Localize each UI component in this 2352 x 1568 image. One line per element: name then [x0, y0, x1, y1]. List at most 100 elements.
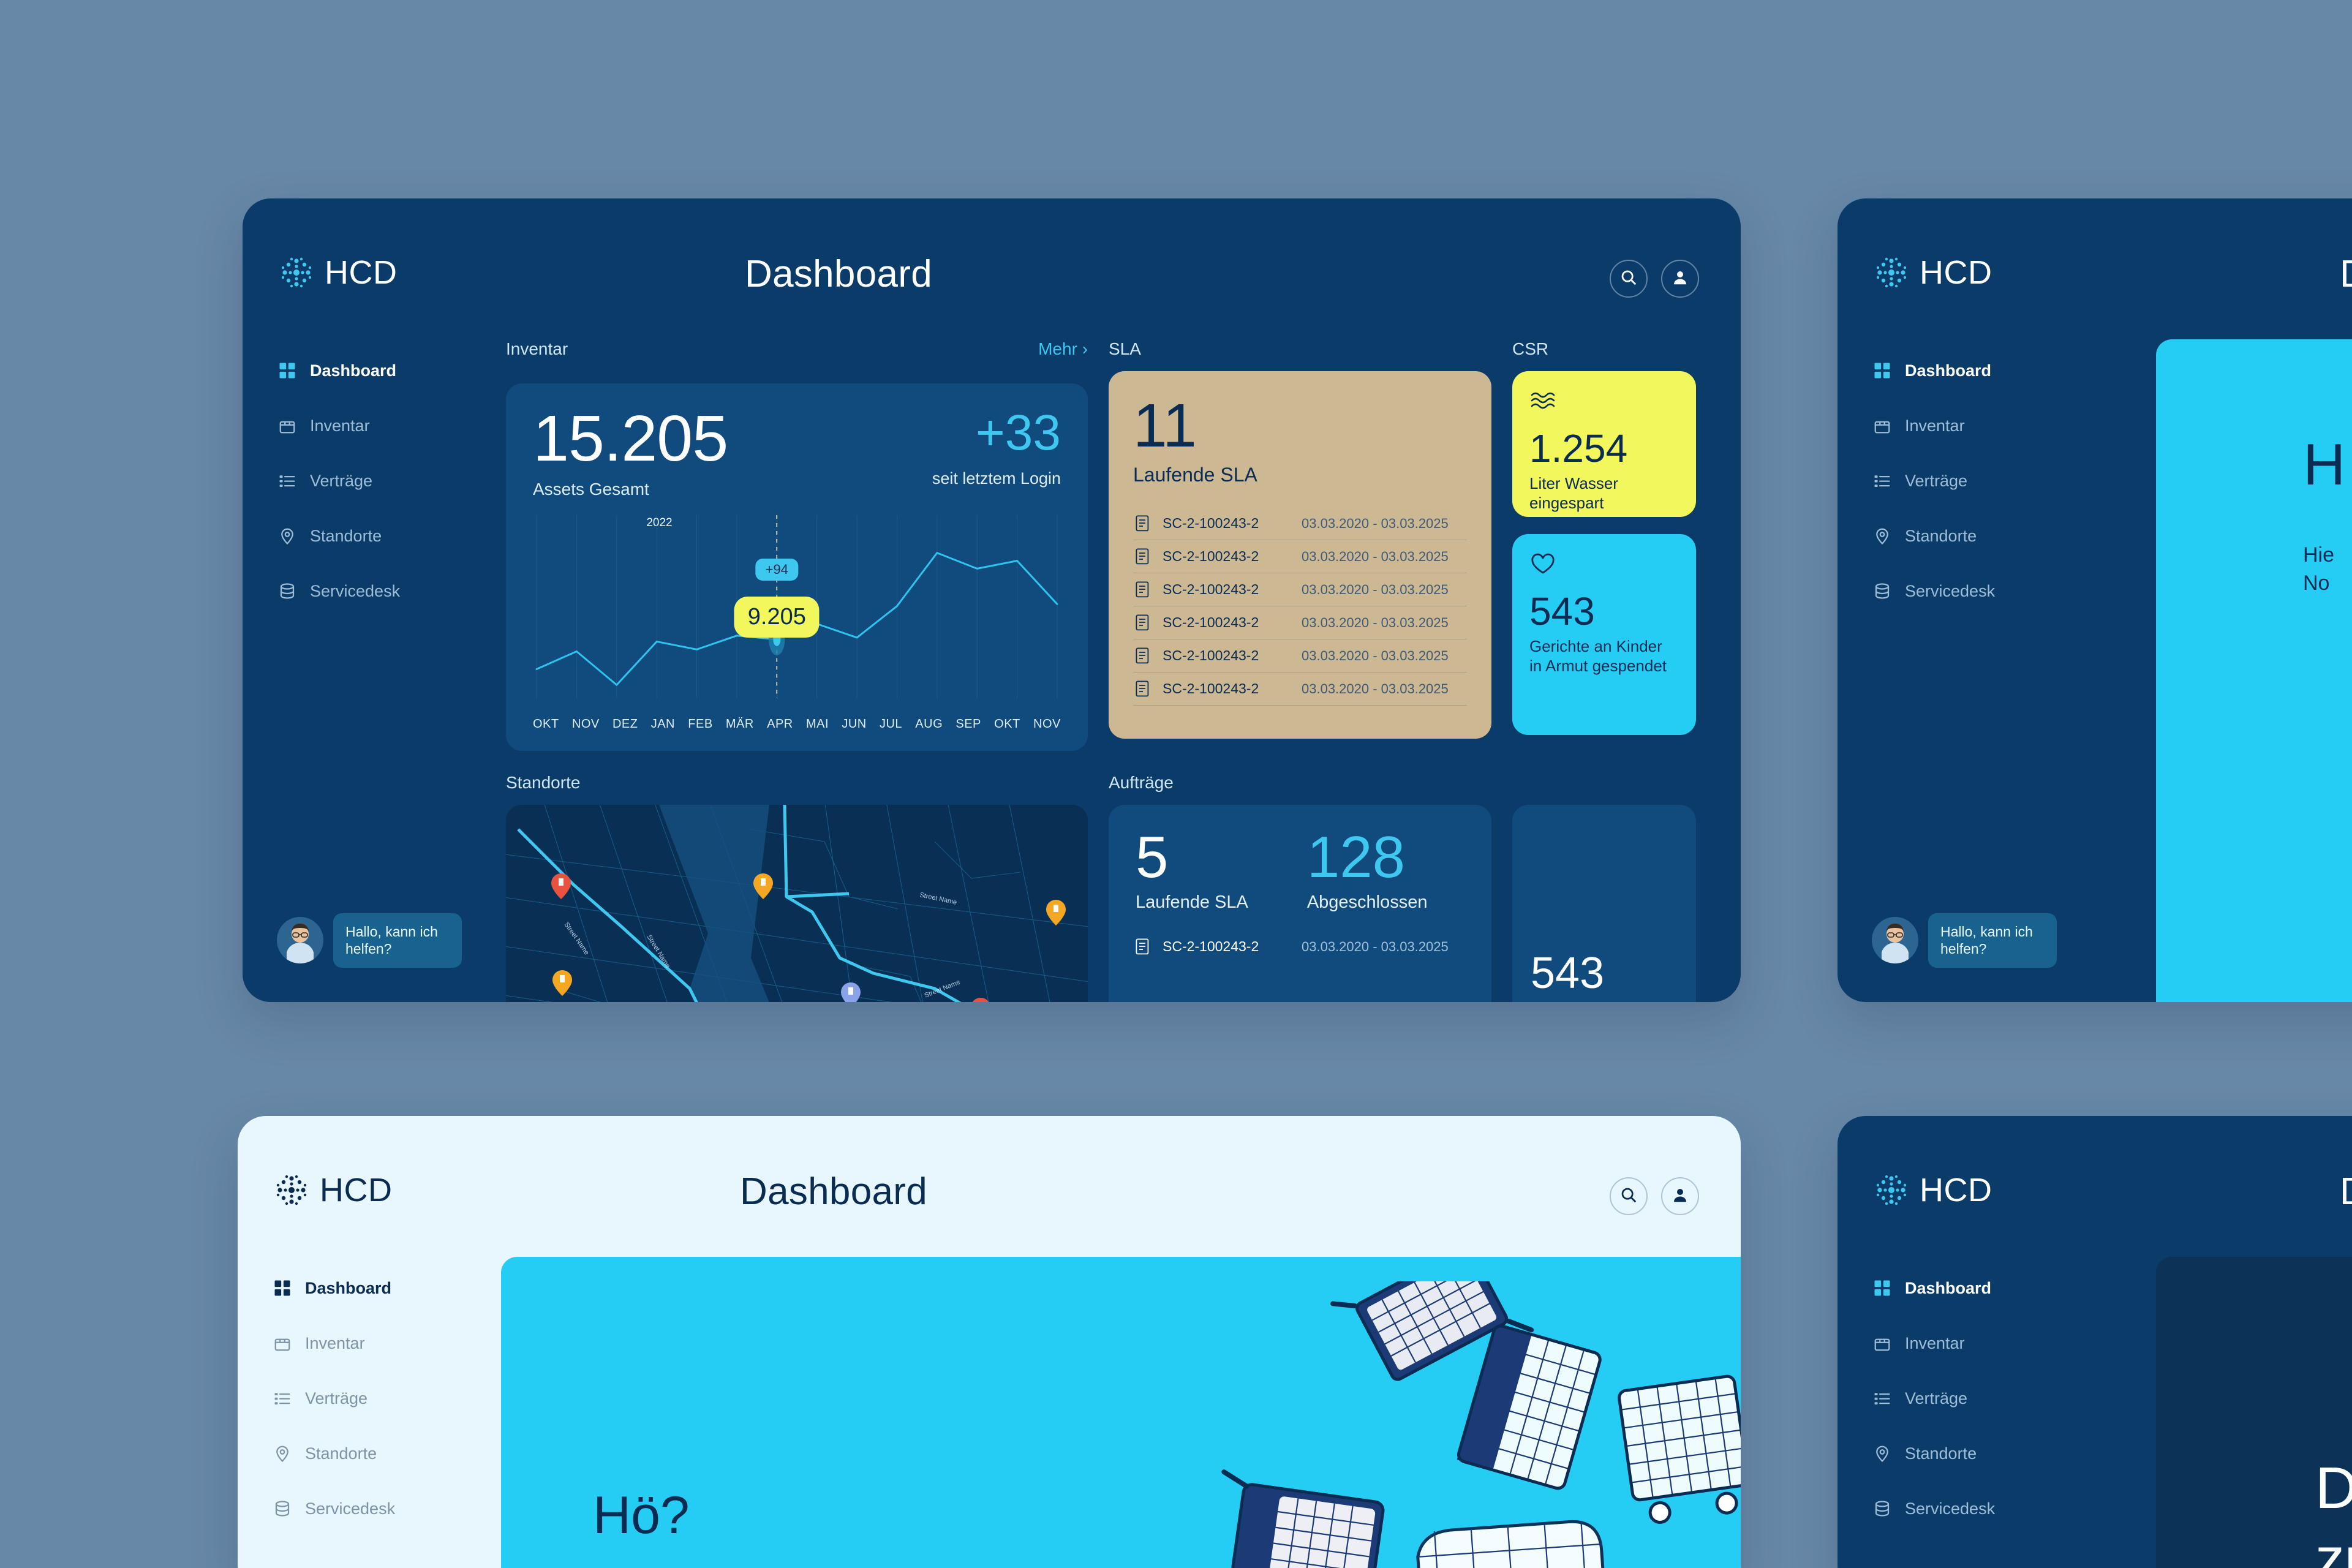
sidebar-item-dashboard[interactable]: Dashboard: [1873, 1276, 2081, 1300]
sidebar-light: HCD Dashboard Inventar Verträge Standor: [238, 1116, 501, 1568]
auftraege-running: 5 Laufende SLA: [1136, 827, 1248, 913]
brand-logo[interactable]: HCD: [1874, 254, 1992, 292]
hero-panel: Hö?: [501, 1257, 1741, 1568]
document-icon: [1136, 680, 1149, 697]
sidebar-item-label: Dashboard: [1905, 1278, 1992, 1297]
inventar-section-label: Inventar: [506, 339, 568, 358]
chat-widget[interactable]: Hallo, kann ich helfen?: [1872, 913, 2057, 968]
sidebar-item-label: Servicedesk: [1905, 1499, 1996, 1518]
csr-section: CSR 1.254 Liter Wasser eingespart: [1512, 339, 1696, 751]
box-icon: [1873, 417, 1891, 435]
sidebar-item-servicedesk[interactable]: Servicedesk: [278, 579, 486, 603]
hero-cut-line2: No: [2303, 571, 2330, 595]
sidebar-nav: Dashboard Inventar Verträge Standorte Se…: [1873, 359, 2081, 635]
csr-water-label: Liter Wasser eingespart: [1529, 474, 1618, 512]
sidebar-item-label: Dashboard: [1905, 361, 1992, 380]
sidebar-item-standorte[interactable]: Standorte: [273, 1442, 481, 1465]
table-row[interactable]: SC-2-100243-2 03.03.2020 - 03.03.2025: [1133, 507, 1467, 540]
sidebar-item-inventar[interactable]: Inventar: [273, 1332, 481, 1355]
standorte-section-label: Standorte: [506, 773, 581, 792]
sla-row-id: SC-2-100243-2: [1163, 614, 1259, 630]
table-row[interactable]: SC-2-100243-2 03.03.2020 - 03.03.2025: [1136, 938, 1464, 955]
brand-name: HCD: [1920, 1172, 1992, 1208]
inventar-more-link[interactable]: Mehr ›: [1038, 339, 1088, 359]
header-actions: [1610, 1177, 1699, 1215]
auftraege-card: 5 Laufende SLA 128 Abgeschlossen: [1109, 805, 1491, 1002]
dashboard-row-1: Inventar Mehr › 15.205 Assets Gesamt: [506, 339, 1705, 751]
sidebar-item-label: Standorte: [305, 1444, 377, 1463]
chart-x-tick: AUG: [915, 717, 943, 731]
account-button[interactable]: [1661, 260, 1699, 298]
search-icon: [1619, 268, 1638, 290]
sidebar-item-standorte[interactable]: Standorte: [1873, 524, 2081, 548]
brand-logo[interactable]: HCD: [1874, 1171, 1992, 1209]
sla-row-id: SC-2-100243-2: [1163, 581, 1259, 597]
sidebar-item-standorte[interactable]: Standorte: [1873, 1442, 2081, 1465]
search-button[interactable]: [1610, 260, 1648, 298]
sidebar-item-inventar[interactable]: Inventar: [1873, 414, 2081, 437]
csr-secondary-card[interactable]: 543 Gerichte an Kinder in Armut gespende…: [1512, 805, 1696, 1002]
page-title: Dashboard: [2340, 1170, 2352, 1213]
search-button[interactable]: [1610, 1177, 1648, 1215]
sidebar-item-inventar[interactable]: Inventar: [1873, 1332, 2081, 1355]
sidebar-item-standorte[interactable]: Standorte: [278, 524, 486, 548]
sla-row-dates: 03.03.2020 - 03.03.2025: [1302, 680, 1449, 696]
hero-cut-title: H: [2303, 432, 2346, 497]
brand-logo[interactable]: HCD: [274, 1171, 393, 1209]
sidebar-item-label: Dashboard: [310, 361, 397, 380]
hero-panel-inner: Hö?: [501, 1257, 1741, 1568]
sla-count: 11: [1133, 391, 1197, 460]
auftraege-kpis: 5 Laufende SLA 128 Abgeschlossen: [1136, 827, 1464, 913]
csr-meals-label: Gerichte an Kinder in Armut gespendet: [1529, 637, 1667, 675]
sla-row-dates: 03.03.2020 - 03.03.2025: [1302, 581, 1449, 597]
inventar-kpis: 15.205 Assets Gesamt +33 seit letztem Lo…: [533, 406, 1061, 499]
sidebar-item-vertraege[interactable]: Verträge: [273, 1387, 481, 1410]
database-icon: [278, 582, 296, 600]
chart-x-axis: OKT NOV DEZ JAN FEB MÄR APR MAI JUN JUL AUG SEP OKT N…: [533, 717, 1061, 731]
chart-x-tick: DEZ: [612, 717, 638, 731]
sla-row-id: SC-2-100243-2: [1163, 680, 1259, 696]
sidebar-item-dashboard[interactable]: Dashboard: [278, 359, 486, 382]
chart-year-annotation: 2022: [646, 516, 673, 529]
csr-section-label: CSR: [1512, 339, 1549, 358]
chat-widget[interactable]: Hallo, kann ich helfen?: [277, 913, 462, 968]
document-icon: [1136, 548, 1149, 565]
sidebar-item-label: Verträge: [310, 471, 373, 490]
sidebar-item-vertraege[interactable]: Verträge: [1873, 469, 2081, 492]
sidebar-item-vertraege[interactable]: Verträge: [1873, 1387, 2081, 1410]
dark-cut-line1: D: [2315, 1455, 2352, 1521]
sidebar-item-vertraege[interactable]: Verträge: [278, 469, 486, 492]
sidebar-right: HCD Dashboard Inventar Verträge Standor: [1838, 198, 2101, 1002]
sidebar-item-inventar[interactable]: Inventar: [278, 414, 486, 437]
chart-x-tick: OKT: [994, 717, 1020, 731]
location-pin-icon: [552, 970, 572, 996]
document-icon: [1136, 515, 1149, 532]
csr-card-water[interactable]: 1.254 Liter Wasser eingespart: [1512, 371, 1696, 517]
table-row[interactable]: SC-2-100243-2 03.03.2020 - 03.03.2025: [1133, 573, 1467, 606]
auftraege-row-id: SC-2-100243-2: [1163, 938, 1259, 955]
brand-logo[interactable]: HCD: [279, 254, 398, 292]
sidebar-item-servicedesk[interactable]: Servicedesk: [1873, 579, 2081, 603]
sidebar-item-label: Verträge: [1905, 1389, 1968, 1408]
page-title: Dashboard: [740, 1170, 928, 1213]
sidebar-item-dashboard[interactable]: Dashboard: [273, 1276, 481, 1300]
table-row[interactable]: SC-2-100243-2 03.03.2020 - 03.03.2025: [1133, 673, 1467, 706]
table-row[interactable]: SC-2-100243-2 03.03.2020 - 03.03.2025: [1133, 540, 1467, 573]
account-button[interactable]: [1661, 1177, 1699, 1215]
header-actions: [1610, 260, 1699, 298]
hero-cut-panel: H Hie No: [2156, 339, 2352, 1002]
sidebar-item-servicedesk[interactable]: Servicedesk: [1873, 1497, 2081, 1520]
standorte-map-card[interactable]: Street Name Street Name Street Name Stre…: [506, 805, 1088, 1002]
sla-card: 11 Laufende SLA SC-2-100243-2 03.03.2020 …: [1109, 371, 1491, 739]
sidebar-item-dashboard[interactable]: Dashboard: [1873, 359, 2081, 382]
table-row[interactable]: SC-2-100243-2 03.03.2020 - 03.03.2025: [1133, 606, 1467, 639]
chart-x-tick: MÄR: [725, 717, 754, 731]
csr-secondary-spacer: [1512, 773, 1696, 793]
support-agent-avatar: [277, 917, 323, 964]
csr-card-meals[interactable]: 543 Gerichte an Kinder in Armut gespende…: [1512, 534, 1696, 735]
csr-meals-value: 543: [1529, 589, 1595, 633]
sidebar-item-servicedesk[interactable]: Servicedesk: [273, 1497, 481, 1520]
map-pins: [551, 873, 1066, 1002]
sla-row-dates: 03.03.2020 - 03.03.2025: [1302, 548, 1449, 564]
table-row[interactable]: SC-2-100243-2 03.03.2020 - 03.03.2025: [1133, 639, 1467, 673]
